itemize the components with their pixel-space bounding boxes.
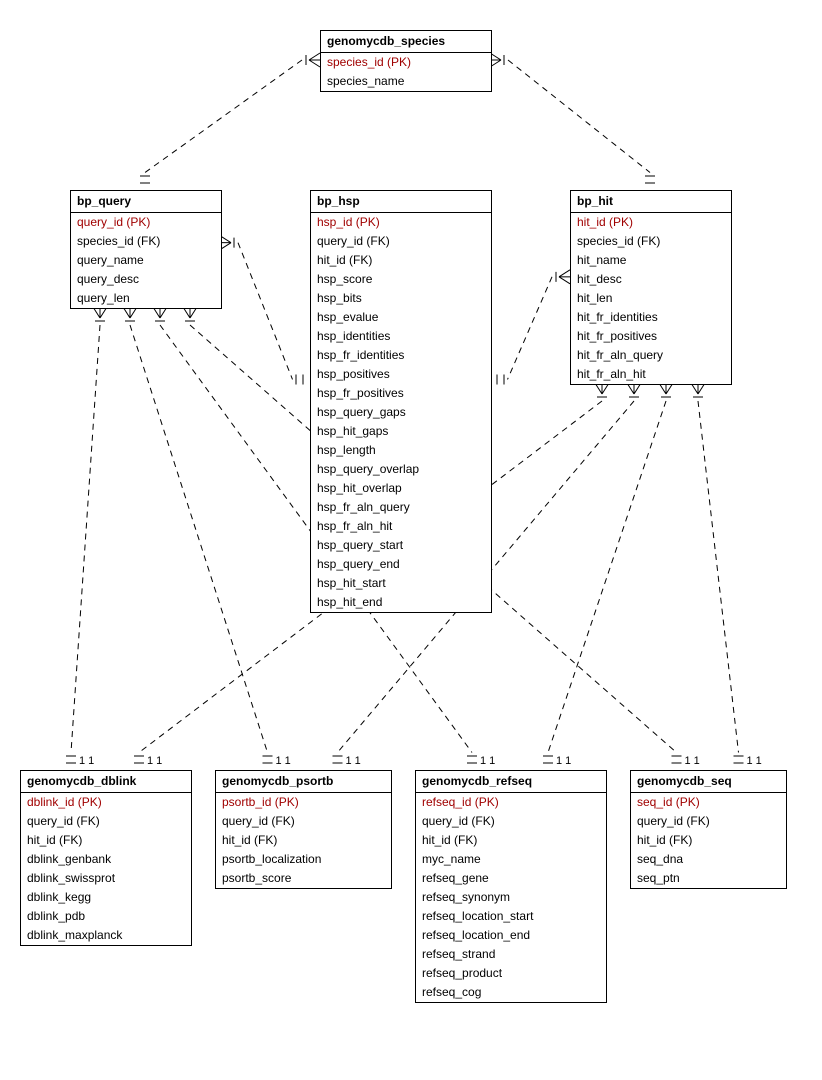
entity-inner: bp_queryquery_id (PK)species_id (FK)quer… bbox=[71, 191, 221, 308]
entity-field: hit_name bbox=[571, 251, 731, 270]
entity-field: query_desc bbox=[71, 270, 221, 289]
entity-hit: bp_hithit_id (PK)species_id (FK)hit_name… bbox=[570, 190, 732, 385]
entity-field: species_name bbox=[321, 72, 491, 91]
entity-field: hit_id (FK) bbox=[416, 831, 606, 850]
entity-field: species_id (FK) bbox=[71, 232, 221, 251]
entity-dblink: genomycdb_dblinkdblink_id (PK)query_id (… bbox=[20, 770, 192, 946]
entity-field: refseq_gene bbox=[416, 869, 606, 888]
entity-species: genomycdb_speciesspecies_id (PK)species_… bbox=[320, 30, 492, 92]
entity-title: genomycdb_seq bbox=[631, 771, 786, 793]
entity-field: hit_fr_aln_hit bbox=[571, 365, 731, 384]
entity-field: hsp_query_overlap bbox=[311, 460, 491, 479]
entity-field: hit_id (PK) bbox=[571, 213, 731, 232]
entity-field: species_id (PK) bbox=[321, 53, 491, 72]
entity-refseq: genomycdb_refseqrefseq_id (PK)query_id (… bbox=[415, 770, 607, 1003]
entity-title: genomycdb_refseq bbox=[416, 771, 606, 793]
entity-inner: genomycdb_psortbpsortb_id (PK)query_id (… bbox=[216, 771, 391, 888]
entity-field: myc_name bbox=[416, 850, 606, 869]
entity-field: hit_id (FK) bbox=[216, 831, 391, 850]
entity-title: bp_hsp bbox=[311, 191, 491, 213]
entity-field: hsp_score bbox=[311, 270, 491, 289]
entity-field: refseq_product bbox=[416, 964, 606, 983]
entity-query: bp_queryquery_id (PK)species_id (FK)quer… bbox=[70, 190, 222, 309]
entity-field: dblink_id (PK) bbox=[21, 793, 191, 812]
entity-field: dblink_genbank bbox=[21, 850, 191, 869]
entity-title: genomycdb_psortb bbox=[216, 771, 391, 793]
entity-hsp: bp_hsphsp_id (PK)query_id (FK)hit_id (FK… bbox=[310, 190, 492, 613]
entity-field: hsp_query_gaps bbox=[311, 403, 491, 422]
entity-field: refseq_cog bbox=[416, 983, 606, 1002]
entity-field: query_id (FK) bbox=[21, 812, 191, 831]
entity-field: hit_id (FK) bbox=[311, 251, 491, 270]
entity-field: hsp_query_end bbox=[311, 555, 491, 574]
entity-title: genomycdb_dblink bbox=[21, 771, 191, 793]
entity-field: hsp_hit_end bbox=[311, 593, 491, 612]
entity-field: hsp_fr_identities bbox=[311, 346, 491, 365]
entity-field: refseq_strand bbox=[416, 945, 606, 964]
entity-field: hsp_query_start bbox=[311, 536, 491, 555]
entity-field: hsp_bits bbox=[311, 289, 491, 308]
svg-text:1 1: 1 1 bbox=[480, 755, 495, 767]
entity-title: genomycdb_species bbox=[321, 31, 491, 53]
entity-field: dblink_pdb bbox=[21, 907, 191, 926]
entity-field: seq_ptn bbox=[631, 869, 786, 888]
svg-text:1 1: 1 1 bbox=[747, 755, 762, 767]
entity-field: query_id (FK) bbox=[416, 812, 606, 831]
entity-field: psortb_score bbox=[216, 869, 391, 888]
entity-field: seq_id (PK) bbox=[631, 793, 786, 812]
entity-psortb: genomycdb_psortbpsortb_id (PK)query_id (… bbox=[215, 770, 392, 889]
entity-title: bp_query bbox=[71, 191, 221, 213]
entity-field: query_len bbox=[71, 289, 221, 308]
entity-inner: bp_hsphsp_id (PK)query_id (FK)hit_id (FK… bbox=[311, 191, 491, 612]
entity-field: species_id (FK) bbox=[571, 232, 731, 251]
entity-field: hsp_identities bbox=[311, 327, 491, 346]
entity-field: query_id (FK) bbox=[216, 812, 391, 831]
entity-field: hit_fr_positives bbox=[571, 327, 731, 346]
entity-inner: bp_hithit_id (PK)species_id (FK)hit_name… bbox=[571, 191, 731, 384]
svg-text:1 1: 1 1 bbox=[346, 755, 361, 767]
svg-text:1 1: 1 1 bbox=[556, 755, 571, 767]
entity-field: query_id (FK) bbox=[631, 812, 786, 831]
entity-field: hsp_hit_start bbox=[311, 574, 491, 593]
entity-field: query_id (FK) bbox=[311, 232, 491, 251]
svg-text:1 1: 1 1 bbox=[79, 755, 94, 767]
entity-field: psortb_localization bbox=[216, 850, 391, 869]
svg-text:1 1: 1 1 bbox=[147, 755, 162, 767]
entity-field: hit_fr_aln_query bbox=[571, 346, 731, 365]
entity-field: dblink_maxplanck bbox=[21, 926, 191, 945]
entity-field: hsp_hit_overlap bbox=[311, 479, 491, 498]
entity-field: hsp_positives bbox=[311, 365, 491, 384]
entity-field: hit_id (FK) bbox=[631, 831, 786, 850]
entity-field: hit_fr_identities bbox=[571, 308, 731, 327]
entity-field: query_name bbox=[71, 251, 221, 270]
entity-field: refseq_location_start bbox=[416, 907, 606, 926]
entity-field: seq_dna bbox=[631, 850, 786, 869]
entity-title: bp_hit bbox=[571, 191, 731, 213]
entity-inner: genomycdb_speciesspecies_id (PK)species_… bbox=[321, 31, 491, 91]
entity-field: refseq_synonym bbox=[416, 888, 606, 907]
entity-field: hsp_fr_positives bbox=[311, 384, 491, 403]
entity-field: dblink_kegg bbox=[21, 888, 191, 907]
entity-field: dblink_swissprot bbox=[21, 869, 191, 888]
entity-field: psortb_id (PK) bbox=[216, 793, 391, 812]
svg-text:1 1: 1 1 bbox=[685, 755, 700, 767]
entity-field: hsp_hit_gaps bbox=[311, 422, 491, 441]
entity-field: hsp_evalue bbox=[311, 308, 491, 327]
entity-inner: genomycdb_dblinkdblink_id (PK)query_id (… bbox=[21, 771, 191, 945]
entity-field: query_id (PK) bbox=[71, 213, 221, 232]
entity-inner: genomycdb_seqseq_id (PK)query_id (FK)hit… bbox=[631, 771, 786, 888]
svg-text:1 1: 1 1 bbox=[276, 755, 291, 767]
entity-field: hsp_fr_aln_hit bbox=[311, 517, 491, 536]
er-diagram: 1 1 1 1 1 1 1 1 1 1 1 1 1 1 1 1 genomycdb_speci… bbox=[0, 0, 822, 1080]
entity-field: hsp_id (PK) bbox=[311, 213, 491, 232]
entity-field: hit_desc bbox=[571, 270, 731, 289]
entity-seq: genomycdb_seqseq_id (PK)query_id (FK)hit… bbox=[630, 770, 787, 889]
entity-field: hit_id (FK) bbox=[21, 831, 191, 850]
entity-inner: genomycdb_refseqrefseq_id (PK)query_id (… bbox=[416, 771, 606, 1002]
entity-field: hsp_length bbox=[311, 441, 491, 460]
entity-field: hit_len bbox=[571, 289, 731, 308]
entity-field: refseq_id (PK) bbox=[416, 793, 606, 812]
entity-field: refseq_location_end bbox=[416, 926, 606, 945]
entity-field: hsp_fr_aln_query bbox=[311, 498, 491, 517]
